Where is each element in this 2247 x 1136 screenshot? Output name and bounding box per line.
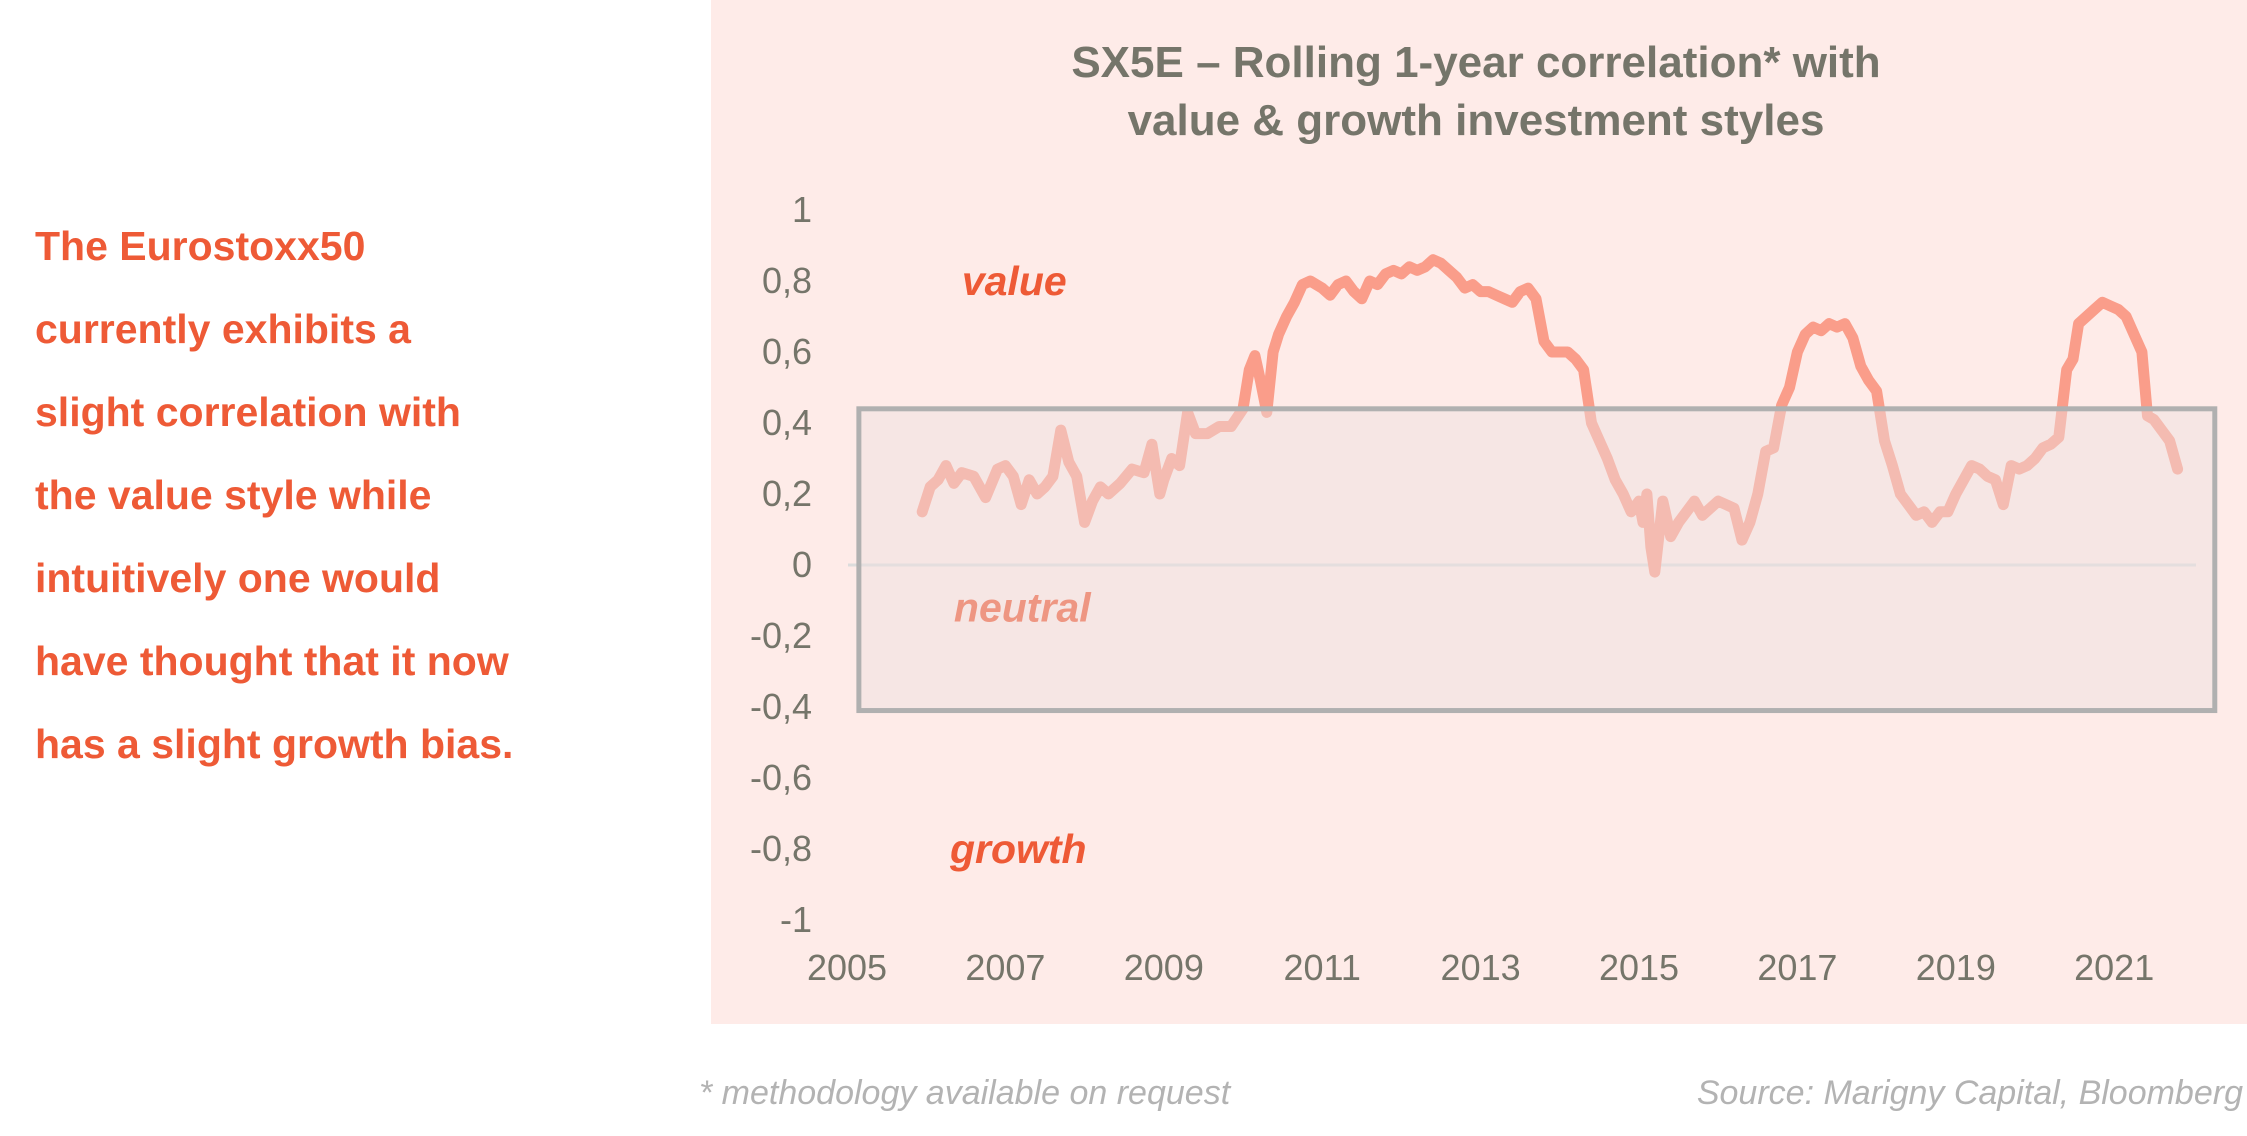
y-tick-label: -0,4	[750, 686, 812, 727]
x-tick-label: 2009	[1124, 947, 1204, 988]
commentary-line: slight correlation with	[35, 389, 461, 435]
methodology-note: * methodology available on request	[699, 1074, 1231, 1112]
y-tick-label: 0,2	[762, 473, 812, 514]
x-tick-label: 2007	[965, 947, 1045, 988]
chart-panel	[711, 0, 2247, 1024]
chart-title-line-2: value & growth investment styles	[1127, 96, 1825, 145]
y-axis-ticks: 1 0,8 0,6 0,4 0,2 0 -0,2 -0,4 -0,6 -0,8 -1	[750, 189, 812, 940]
x-tick-label: 2021	[2074, 947, 2154, 988]
y-tick-label: 0,4	[762, 402, 812, 443]
commentary-line: has a slight growth bias.	[35, 721, 514, 767]
region-label-growth: growth	[949, 826, 1087, 872]
commentary-line: the value style while	[35, 472, 432, 518]
commentary-line: The Eurostoxx50	[35, 223, 366, 269]
x-tick-label: 2015	[1599, 947, 1679, 988]
commentary-line: have thought that it now	[35, 638, 509, 684]
y-tick-label: -0,8	[750, 828, 812, 869]
chart-title: SX5E – Rolling 1-year correlation* with …	[711, 34, 2241, 150]
commentary-line: currently exhibits a	[35, 306, 411, 352]
region-labels: value neutral growth	[949, 258, 1092, 872]
commentary-text: The Eurostoxx50 currently exhibits a sli…	[35, 205, 675, 786]
commentary-line: intuitively one would	[35, 555, 441, 601]
y-tick-label: 0,8	[762, 260, 812, 301]
y-tick-label: -0,2	[750, 615, 812, 656]
series-line-correlation	[916, 254, 2184, 578]
x-tick-label: 2005	[807, 947, 887, 988]
y-tick-label: 1	[792, 189, 812, 230]
chart-title-line-1: SX5E – Rolling 1-year correlation* with	[1071, 38, 1881, 87]
y-tick-label: -0,6	[750, 757, 812, 798]
y-tick-label: 0,6	[762, 331, 812, 372]
region-label-value: value	[962, 258, 1067, 304]
x-tick-label: 2013	[1441, 947, 1521, 988]
y-tick-label: 0	[792, 544, 812, 585]
x-axis-ticks: 2005 2007 2009 2011 2013 2015 2017 2019 2021	[807, 947, 2154, 988]
y-tick-label: -1	[780, 899, 812, 940]
x-tick-label: 2011	[1283, 947, 1360, 988]
x-tick-label: 2017	[1757, 947, 1837, 988]
region-label-neutral: neutral	[954, 585, 1092, 631]
neutral-band-box	[856, 406, 2218, 714]
source-note: Source: Marigny Capital, Bloomberg	[1696, 1074, 2243, 1112]
x-tick-label: 2019	[1916, 947, 1996, 988]
